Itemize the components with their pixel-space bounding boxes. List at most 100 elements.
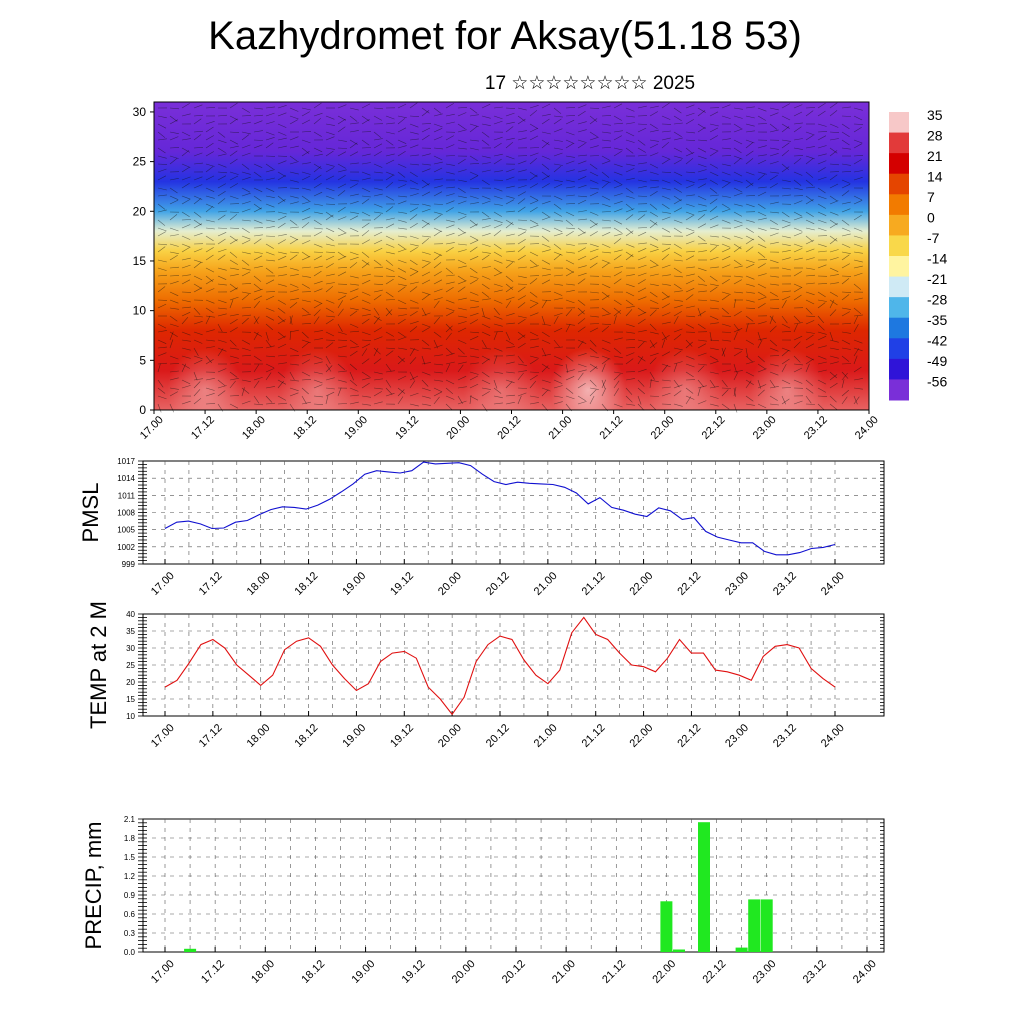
precipitation-y-tick-label: 2.1 <box>124 815 136 824</box>
temperature-y-tick-label: 30 <box>126 644 135 653</box>
precipitation-y-tick-label: 0.3 <box>124 929 136 938</box>
pmsl-x-tick-label: 19.12 <box>388 570 416 598</box>
colorbar-label: -49 <box>927 353 947 369</box>
pmsl-x-tick-label: 18.00 <box>245 570 273 598</box>
precipitation-x-tick-label: 20.00 <box>450 958 478 986</box>
temperature-y-tick-label: 10 <box>126 712 135 721</box>
temperature-x-tick-label: 23.00 <box>723 722 751 750</box>
precipitation-x-tick-label: 23.12 <box>801 958 829 986</box>
colorbar-label: -35 <box>927 312 947 328</box>
precipitation-y-tick-label: 0.9 <box>124 891 136 900</box>
pmsl-y-tick-label: 1014 <box>117 474 135 483</box>
colorbar-swatch <box>889 214 909 236</box>
precipitation-bar <box>760 899 773 952</box>
temperature-y-tick-label: 15 <box>126 695 135 704</box>
colorbar-label: -42 <box>927 333 947 349</box>
temperature-y-tick-label: 40 <box>126 610 135 619</box>
colorbar-swatch <box>889 317 909 339</box>
temperature-y-tick-label: 35 <box>126 627 135 636</box>
pmsl-minor-ticks <box>138 460 884 565</box>
precipitation-y-tick-label: 1.8 <box>124 834 136 843</box>
warm-anomaly <box>647 348 724 432</box>
precipitation-y-tick-label: 1.2 <box>124 872 136 881</box>
pmsl-y-tick-label: 1002 <box>117 543 135 552</box>
pmsl-y-tick-label: 999 <box>122 560 136 569</box>
precipitation-x-tick-label: 18.00 <box>249 958 277 986</box>
pmsl-x-tick-label: 22.12 <box>675 570 703 598</box>
pmsl-grid <box>143 461 884 564</box>
precipitation-frame <box>142 818 885 953</box>
pmsl-x-tick-label: 21.00 <box>532 570 560 598</box>
temperature-x-tick-label: 23.12 <box>771 722 799 750</box>
pmsl-series-line <box>164 461 836 556</box>
colorbar-swatch <box>889 194 909 216</box>
precipitation-bar <box>748 899 761 952</box>
colorbar-swatch <box>889 153 909 175</box>
temperature-x-tick-label: 18.12 <box>292 722 320 750</box>
pmsl-x-tick-label: 24.00 <box>819 570 847 598</box>
precipitation-x-tick-label: 17.00 <box>149 958 177 986</box>
temperature-minor-ticks <box>138 613 884 717</box>
x-tick-label: 19.12 <box>393 414 421 442</box>
pmsl-y-tick-label: 1005 <box>117 526 135 535</box>
precipitation-bar <box>673 949 685 952</box>
temperature-y-axis-title: TEMP at 2 M <box>86 601 111 729</box>
colorbar-swatch <box>889 132 909 154</box>
precipitation-y-axis-title: PRECIP, mm <box>81 822 106 950</box>
precipitation-y-tick-label: 0.6 <box>124 910 136 919</box>
colorbar-swatch <box>889 112 909 134</box>
precipitation-x-tick-label: 21.12 <box>600 958 628 986</box>
x-tick-label: 19.00 <box>342 414 370 442</box>
colorbar-label: 0 <box>927 210 935 226</box>
temperature-x-tick-label: 19.12 <box>388 722 416 750</box>
pmsl-x-tick-label: 20.00 <box>436 570 464 598</box>
pmsl-x-tick-label: 18.12 <box>292 570 320 598</box>
warm-anomaly <box>279 348 356 432</box>
precipitation-x-tick-label: 19.00 <box>349 958 377 986</box>
colorbar-swatch <box>889 276 909 298</box>
temperature-x-tick-label: 18.00 <box>245 722 273 750</box>
temperature-x-tick-label: 20.12 <box>484 722 512 750</box>
precipitation-x-tick-label: 22.12 <box>700 958 728 986</box>
warm-anomaly <box>167 348 244 432</box>
colorbar-swatch <box>889 297 909 319</box>
precipitation-bar <box>660 901 673 952</box>
temperature-x-tick-label: 22.12 <box>675 722 703 750</box>
precipitation-x-tick-label: 22.00 <box>650 958 678 986</box>
x-tick-label: 24.00 <box>853 414 881 442</box>
pmsl-x-tick-label: 22.00 <box>627 570 655 598</box>
precipitation-x-tick-label: 17.12 <box>199 958 227 986</box>
precipitation-bar <box>735 947 748 952</box>
precipitation-bar <box>184 948 197 952</box>
y-tick-label: 20 <box>133 204 147 218</box>
y-tick-label: 10 <box>133 304 147 318</box>
colorbar-swatch <box>889 256 909 278</box>
temperature-grid <box>143 614 884 716</box>
page-title: Kazhydromet for Aksay(51.18 53) <box>208 14 802 58</box>
precipitation-bar <box>698 822 710 952</box>
temperature-x-tick-label: 17.12 <box>197 722 225 750</box>
pmsl-y-tick-label: 1017 <box>117 457 135 466</box>
colorbar-swatch <box>889 173 909 195</box>
precipitation-x-tick-label: 23.00 <box>751 958 779 986</box>
warm-anomaly <box>463 348 540 432</box>
colorbar-label: -28 <box>927 292 947 308</box>
pmsl-x-tick-label: 21.12 <box>580 570 608 598</box>
colorbar-label: -21 <box>927 271 947 287</box>
colorbar-label: -56 <box>927 374 947 390</box>
precipitation-y-tick-label: 1.5 <box>124 853 136 862</box>
x-tick-label: 18.00 <box>240 414 268 442</box>
page-subtitle: 17 ☆☆☆☆☆☆☆☆ 2025 <box>484 73 696 94</box>
x-tick-label: 20.00 <box>444 414 472 442</box>
temperature-x-tick-label: 21.12 <box>580 722 608 750</box>
y-tick-label: 30 <box>133 105 147 119</box>
y-tick-label: 25 <box>133 155 147 169</box>
precipitation-x-tick-label: 21.00 <box>550 958 578 986</box>
pmsl-x-tick-label: 23.00 <box>723 570 751 598</box>
colorbar-label: 14 <box>927 169 943 185</box>
pmsl-y-tick-label: 1008 <box>117 509 135 518</box>
precipitation-grid <box>143 819 884 952</box>
pmsl-y-axis-title: PMSL <box>78 483 103 543</box>
colorbar-label: -7 <box>927 230 940 246</box>
